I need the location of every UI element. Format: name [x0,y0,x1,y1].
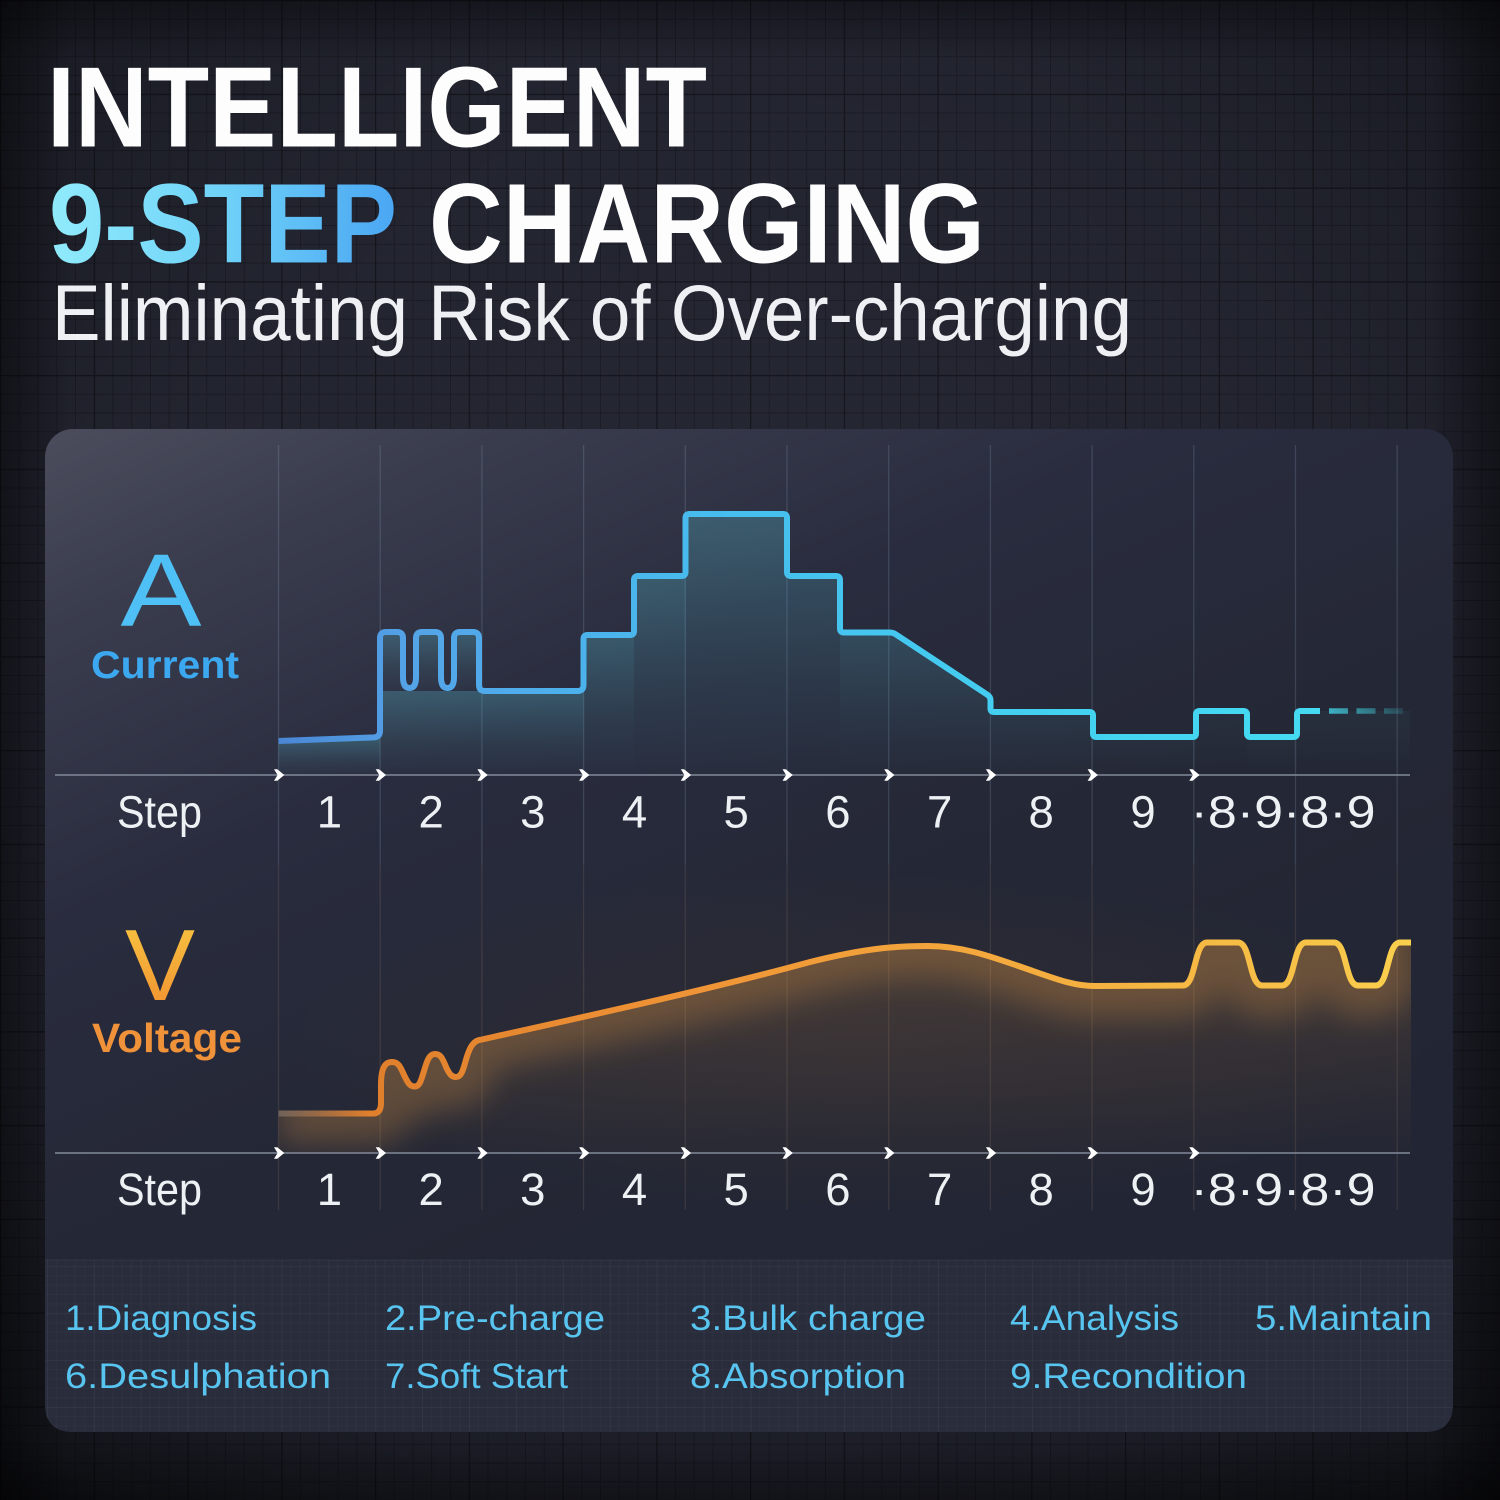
svg-text:4: 4 [622,1164,647,1215]
svg-text:1: 1 [317,787,342,838]
svg-text:7: 7 [927,1164,952,1215]
svg-text:2: 2 [418,1164,443,1215]
svg-text:A: A [121,533,202,648]
svg-text:9.Recondition: 9.Recondition [1010,1357,1247,1396]
svg-text:9: 9 [1130,787,1155,838]
svg-text:8: 8 [1029,1164,1054,1215]
svg-text:3.Bulk charge: 3.Bulk charge [690,1299,926,1338]
svg-text:8: 8 [1029,787,1054,838]
svg-text:2.Pre-charge: 2.Pre-charge [385,1299,605,1338]
svg-text:Step: Step [117,787,202,838]
svg-text:7: 7 [927,787,952,838]
svg-text:4.Analysis: 4.Analysis [1010,1299,1179,1338]
svg-text:3: 3 [520,787,545,838]
svg-text:9-STEP: 9-STEP [49,161,397,287]
svg-text:8.Absorption: 8.Absorption [690,1357,906,1396]
svg-text:6: 6 [825,1164,850,1215]
svg-text:6.Desulphation: 6.Desulphation [65,1357,331,1396]
svg-text:4: 4 [622,787,647,838]
svg-text:Eliminating Risk of Over-charg: Eliminating Risk of Over-charging [52,268,1132,357]
svg-text:3: 3 [520,1164,545,1215]
svg-text:7.Soft Start: 7.Soft Start [385,1357,568,1396]
svg-text:5.Maintain: 5.Maintain [1255,1299,1432,1338]
svg-text:V: V [125,910,195,1022]
svg-text:1: 1 [317,1164,342,1215]
svg-text:9: 9 [1130,1164,1155,1215]
svg-text:Step: Step [117,1164,202,1215]
svg-text:·8·9·8·9: ·8·9·8·9 [1191,787,1376,838]
svg-text:2: 2 [418,787,443,838]
svg-text:Voltage: Voltage [92,1015,242,1061]
svg-text:1.Diagnosis: 1.Diagnosis [65,1299,257,1338]
svg-text:6: 6 [825,787,850,838]
svg-text:Current: Current [91,644,239,687]
svg-text:·8·9·8·9: ·8·9·8·9 [1191,1164,1376,1215]
svg-text:INTELLIGENT: INTELLIGENT [47,45,707,172]
svg-text:5: 5 [724,1164,749,1215]
svg-text:5: 5 [724,787,749,838]
svg-text:CHARGING: CHARGING [429,161,985,287]
